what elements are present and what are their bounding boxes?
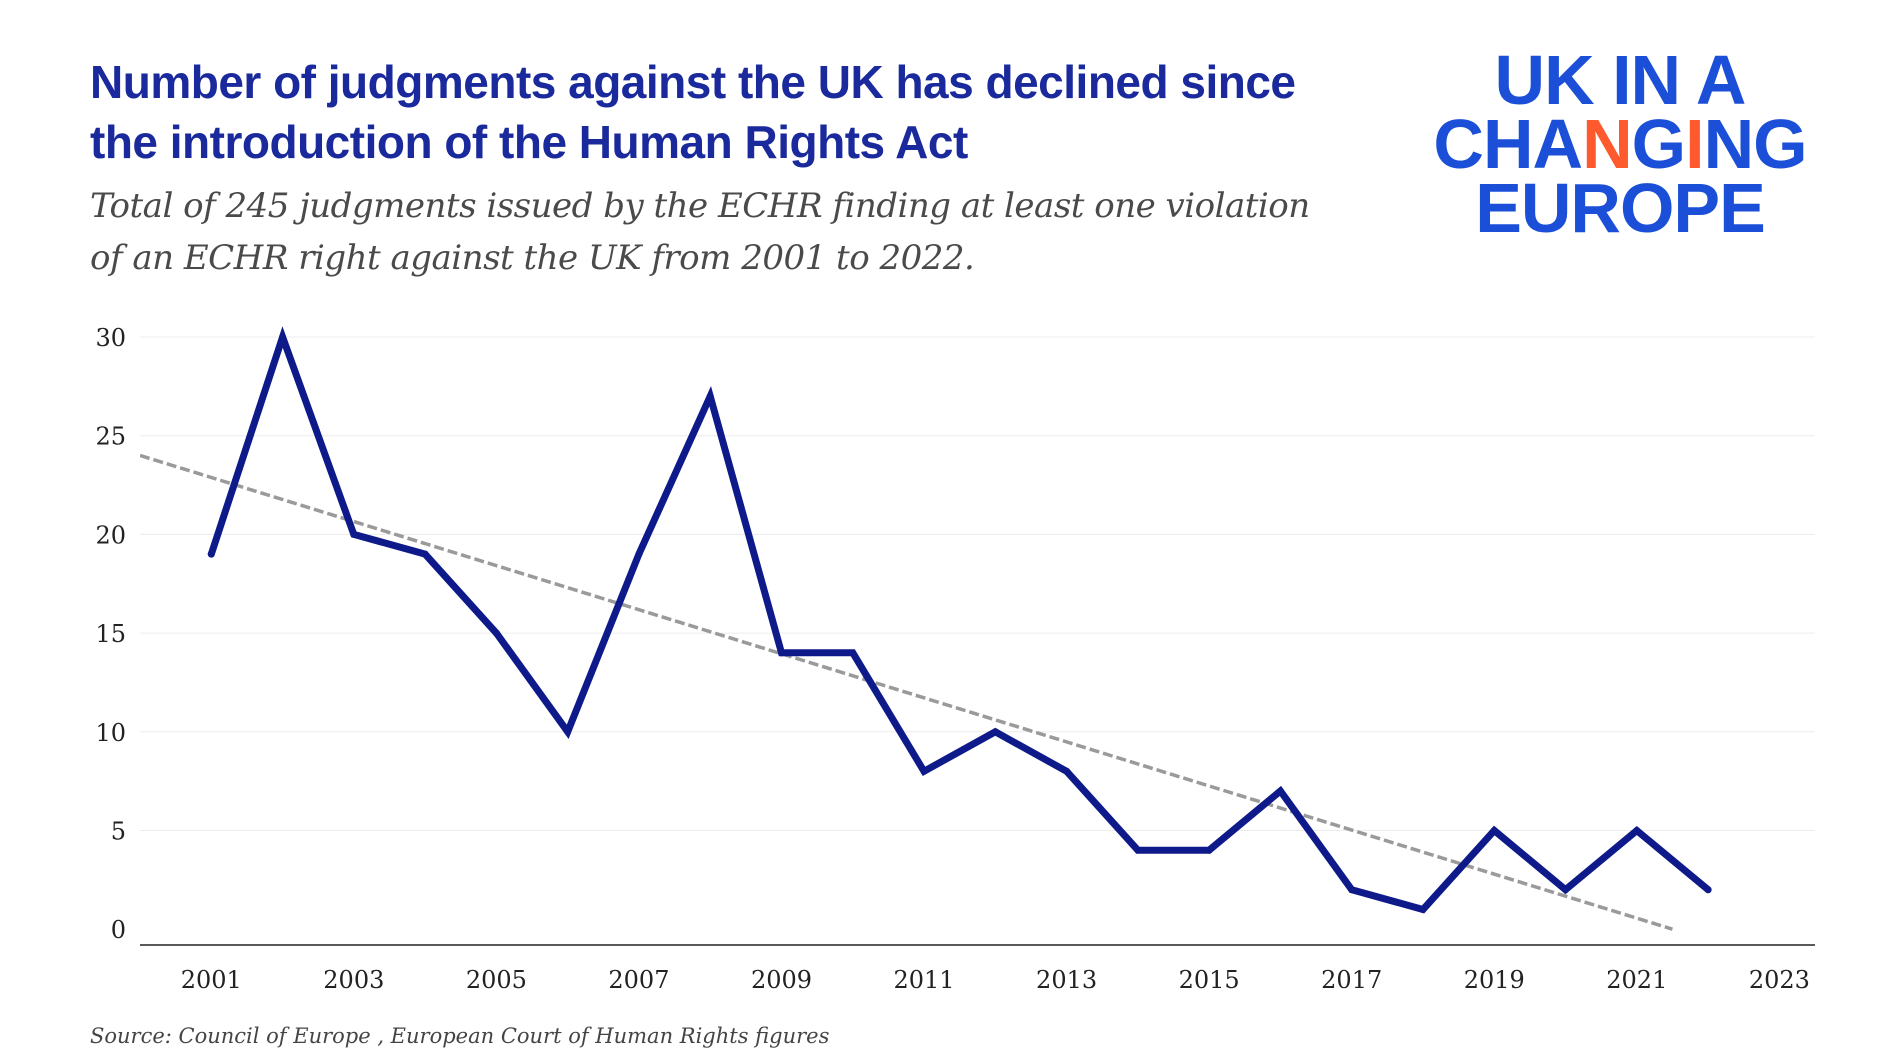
data-point-2020 bbox=[1562, 886, 1570, 894]
source-note: Source: Council of Europe , European Cou… bbox=[90, 1024, 830, 1048]
x-tick-label-2003: 2003 bbox=[323, 966, 384, 994]
x-tick-label-2009: 2009 bbox=[751, 966, 812, 994]
x-tick-label-2005: 2005 bbox=[466, 966, 527, 994]
data-point-2010 bbox=[849, 649, 857, 657]
series-group bbox=[207, 326, 1712, 914]
data-point-2011 bbox=[920, 767, 928, 775]
y-tick-label-10: 10 bbox=[95, 719, 126, 747]
y-tick-label-15: 15 bbox=[95, 620, 126, 648]
y-tick-label-5: 5 bbox=[111, 818, 126, 846]
data-point-2008 bbox=[706, 392, 714, 400]
x-tick-label-2015: 2015 bbox=[1179, 966, 1240, 994]
brand-logo: UK IN A CHANGING EUROPE bbox=[1410, 41, 1830, 248]
logo-part-g: G bbox=[1631, 105, 1686, 183]
data-point-2009 bbox=[777, 649, 785, 657]
axes: 0 5 10 15 20 25 30 2001 2003 2005 2007 2009 2011 2013… bbox=[95, 324, 1815, 994]
data-point-2019 bbox=[1490, 827, 1498, 835]
x-tick-label-2017: 2017 bbox=[1321, 966, 1382, 994]
x-tick-label-2023: 2023 bbox=[1749, 966, 1810, 994]
data-point-2002 bbox=[279, 333, 287, 341]
data-point-2007 bbox=[635, 550, 643, 558]
data-point-2017 bbox=[1348, 886, 1356, 894]
logo-part-ng: NG bbox=[1703, 105, 1808, 183]
data-point-2013 bbox=[1063, 767, 1071, 775]
y-tick-label-25: 25 bbox=[95, 423, 126, 451]
chart-title: Number of judgments against the UK has d… bbox=[90, 56, 1296, 168]
logo-line-3: EUROPE bbox=[1475, 169, 1766, 247]
data-point-2015 bbox=[1205, 846, 1213, 854]
series-line-0 bbox=[207, 326, 1712, 914]
x-tick-label-2011: 2011 bbox=[894, 966, 955, 994]
logo-part-a: A bbox=[1532, 105, 1584, 183]
x-tick-label-2013: 2013 bbox=[1036, 966, 1097, 994]
data-point-2006 bbox=[564, 728, 572, 736]
logo-line-1: UK IN A bbox=[1494, 41, 1747, 119]
data-point-2014 bbox=[1134, 846, 1142, 854]
logo-part-n: N bbox=[1582, 105, 1633, 183]
x-tick-label-2019: 2019 bbox=[1464, 966, 1525, 994]
data-point-2021 bbox=[1633, 827, 1641, 835]
data-point-2016 bbox=[1276, 787, 1284, 795]
logo-part-i: I bbox=[1685, 105, 1704, 183]
data-point-2018 bbox=[1419, 905, 1427, 913]
trendline-group bbox=[140, 453, 1673, 931]
x-tick-label-2007: 2007 bbox=[608, 966, 669, 994]
data-point-2003 bbox=[350, 530, 358, 538]
data-point-2004 bbox=[421, 550, 429, 558]
data-point-2001 bbox=[207, 550, 215, 558]
y-tick-label-30: 30 bbox=[95, 324, 126, 352]
chart-subtitle: Total of 245 judgments issued by the ECH… bbox=[90, 186, 1310, 278]
trendline bbox=[140, 453, 1673, 931]
logo-part-ch: CH bbox=[1433, 105, 1533, 183]
x-tick-label-2001: 2001 bbox=[181, 966, 242, 994]
data-point-2022 bbox=[1704, 886, 1712, 894]
y-tick-label-0: 0 bbox=[111, 916, 126, 944]
data-point-2012 bbox=[991, 728, 999, 736]
gridlines bbox=[140, 336, 1815, 832]
x-tick-label-2021: 2021 bbox=[1606, 966, 1667, 994]
line-chart: 0 5 10 15 20 25 30 2001 2003 2005 2007 2009 2011 2013… bbox=[95, 324, 1815, 994]
y-tick-label-20: 20 bbox=[95, 521, 126, 549]
data-point-2005 bbox=[492, 629, 500, 637]
logo-line-2: CHANGING bbox=[1410, 109, 1830, 179]
